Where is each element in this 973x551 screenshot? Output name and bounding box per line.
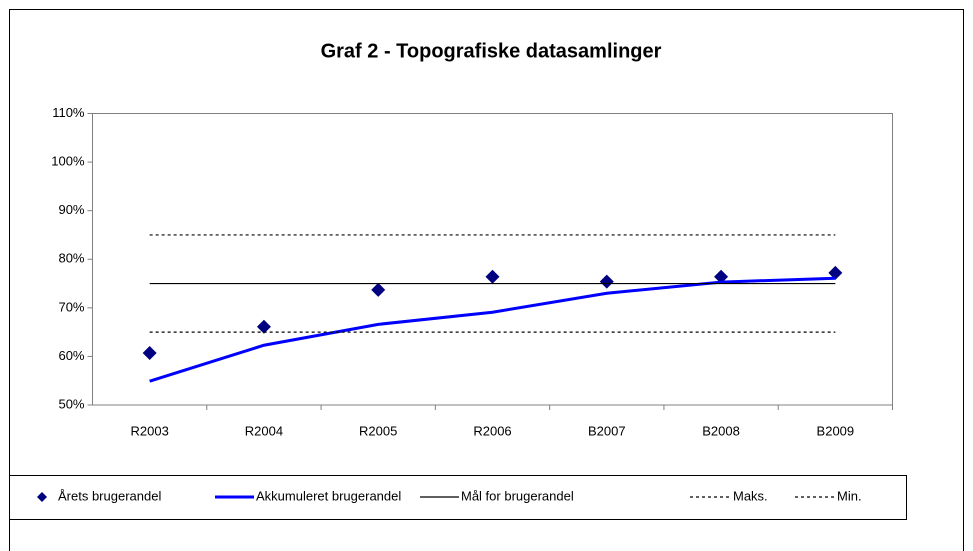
y-tick-label: 50% [58,396,84,411]
data-point [599,274,614,289]
x-tick-label: R2004 [245,423,283,438]
data-point [142,346,157,361]
data-point [828,265,843,280]
data-point [371,282,386,297]
data-point [714,269,729,284]
y-tick-label: 100% [51,154,85,169]
y-tick-label: 70% [58,299,84,314]
series-line [149,276,836,383]
chart-title: Graf 2 - Topografiske datasamlinger [321,40,662,62]
x-tick-label: B2009 [817,423,855,438]
data-point [256,319,271,334]
legend-label: Mål for brugerandel [461,488,574,503]
x-tick-label: B2007 [588,423,626,438]
x-tick-label: R2003 [130,423,168,438]
data-point [485,269,500,284]
chart-border [9,9,964,551]
legend-label: Maks. [733,488,768,503]
y-tick-label: 90% [58,202,84,217]
legend-box [9,475,907,520]
x-tick-label: R2006 [473,423,511,438]
legend-label: Akkumuleret brugerandel [256,488,401,503]
y-tick-label: 110% [52,105,85,120]
x-tick-label: B2008 [702,423,740,438]
y-tick-label: 60% [58,348,84,363]
legend-marker [37,492,47,502]
legend-label: Min. [837,488,862,503]
y-tick-label: 80% [58,251,84,266]
x-tick-label: R2005 [359,423,397,438]
legend-label: Årets brugerandel [58,488,161,503]
